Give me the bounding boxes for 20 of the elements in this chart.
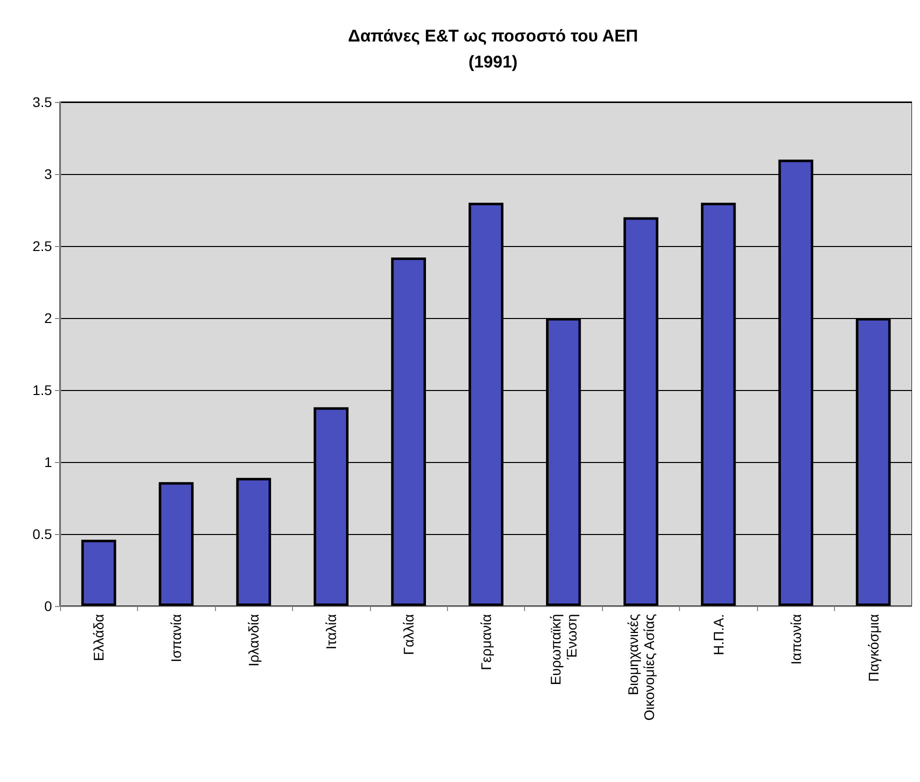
y-tick-label: 0.5 — [32, 526, 52, 542]
x-tick-label: Παγκόσμια — [865, 614, 882, 682]
x-tick-label: Γερμανία — [478, 614, 494, 670]
y-tick-label: 1 — [44, 454, 52, 470]
x-tick-label: Η.Π.Α. — [710, 614, 726, 656]
y-tick-label: 2 — [44, 310, 52, 326]
x-tick-label: Ελλάδα — [90, 614, 107, 662]
x-tick-label: Ευρωπαϊκή Ένωση — [547, 614, 580, 686]
x-tick-label: Βιομηχανικές Οικονομίες Ασίας — [624, 614, 657, 721]
x-tick-label: Ιαπωνία — [788, 614, 804, 665]
y-tick-label: 3.5 — [32, 94, 52, 110]
chart-title: Δαπάνες Ε&Τ ως ποσοστό του ΑΕΠ (1991) — [348, 26, 638, 72]
y-tick-label: 1.5 — [32, 382, 52, 398]
y-tick-label: 2.5 — [32, 238, 52, 254]
y-tick-label: 3 — [44, 166, 52, 182]
y-tick-label: 0 — [44, 598, 52, 614]
x-tick-label: Ισπανία — [168, 614, 184, 662]
x-tick-label: Ιρλανδία — [246, 614, 262, 666]
x-tick-label: Γαλλία — [400, 614, 417, 656]
x-tick-label: Ιταλία — [323, 614, 340, 650]
